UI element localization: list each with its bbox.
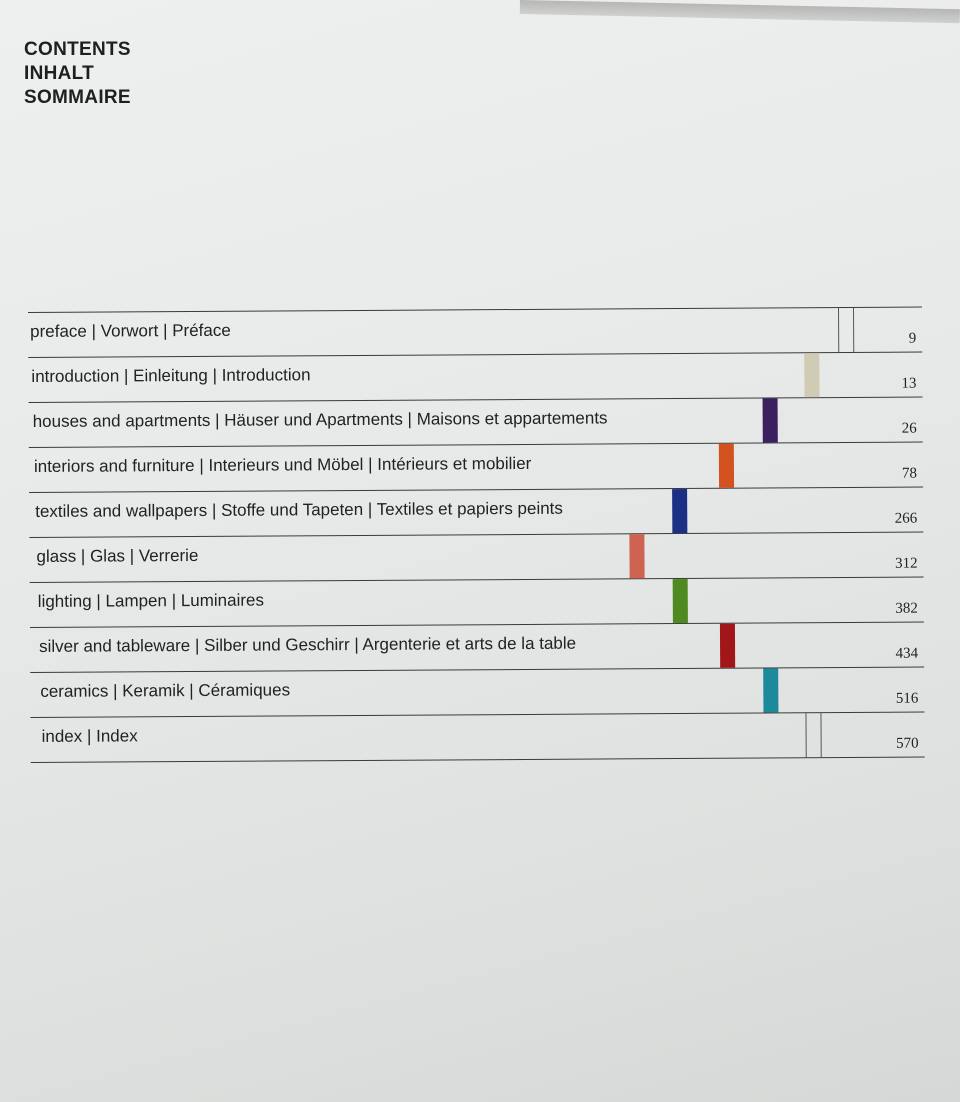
section-marker	[719, 623, 736, 668]
toc-row-silver: silver and tableware | Silber und Geschi…	[29, 622, 925, 673]
contents-heading: CONTENTS INHALT SOMMAIRE	[24, 38, 131, 110]
toc-label: silver and tableware | Silber und Geschi…	[38, 633, 577, 656]
section-marker	[805, 713, 822, 758]
table-of-contents: preface | Vorwort | Préface 9 introducti…	[28, 306, 925, 763]
toc-row-houses: houses and apartments | Häuser und Apart…	[28, 397, 923, 448]
section-marker	[672, 488, 688, 534]
toc-row-interiors: interiors and furniture | Interieurs und…	[28, 442, 924, 493]
toc-row-preface: preface | Vorwort | Préface 9	[28, 307, 923, 358]
toc-row-index: index | Index 570	[30, 712, 925, 763]
section-marker	[762, 398, 778, 443]
toc-label: index | Index	[41, 726, 138, 746]
heading-german: INHALT	[24, 63, 95, 84]
toc-row-textiles: textiles and wallpapers | Stoffe und Tap…	[29, 487, 924, 538]
toc-page-number: 78	[901, 465, 918, 482]
toc-page-number: 26	[901, 420, 917, 437]
toc-page-number: 516	[895, 690, 919, 707]
toc-label: textiles and wallpapers | Stoffe und Tap…	[35, 498, 563, 521]
page-top-edge	[519, 0, 960, 24]
toc-page-number: 13	[901, 375, 917, 392]
toc-page-number: 9	[908, 330, 917, 347]
toc-row-introduction: introduction | Einleitung | Introduction…	[28, 352, 923, 403]
toc-label: introduction | Einleitung | Introduction	[31, 365, 311, 386]
section-marker	[718, 443, 735, 488]
toc-page-number: 570	[896, 735, 919, 752]
heading-french: SOMMAIRE	[24, 87, 131, 108]
toc-label: lighting | Lampen | Luminaires	[37, 590, 265, 611]
toc-label: houses and apartments | Häuser und Apart…	[32, 408, 608, 431]
toc-label: glass | Glas | Verrerie	[36, 545, 199, 566]
section-marker	[837, 307, 855, 353]
section-marker	[672, 578, 688, 624]
toc-label: preface | Vorwort | Préface	[30, 320, 231, 341]
toc-row-lighting: lighting | Lampen | Luminaires 382	[29, 577, 924, 628]
toc-row-glass: glass | Glas | Verrerie 312	[29, 532, 924, 583]
toc-page-number: 266	[894, 510, 918, 527]
toc-row-ceramics: ceramics | Keramik | Céramiques 516	[30, 667, 925, 718]
toc-label: interiors and furniture | Interieurs und…	[33, 453, 532, 476]
toc-page-number: 382	[895, 600, 918, 617]
heading-english: CONTENTS	[24, 39, 131, 60]
section-marker	[804, 353, 820, 398]
toc-page-number: 312	[895, 555, 918, 572]
section-marker	[629, 534, 645, 579]
toc-page-number: 434	[895, 645, 919, 662]
toc-label: ceramics | Keramik | Céramiques	[40, 680, 291, 701]
section-marker	[763, 668, 779, 713]
